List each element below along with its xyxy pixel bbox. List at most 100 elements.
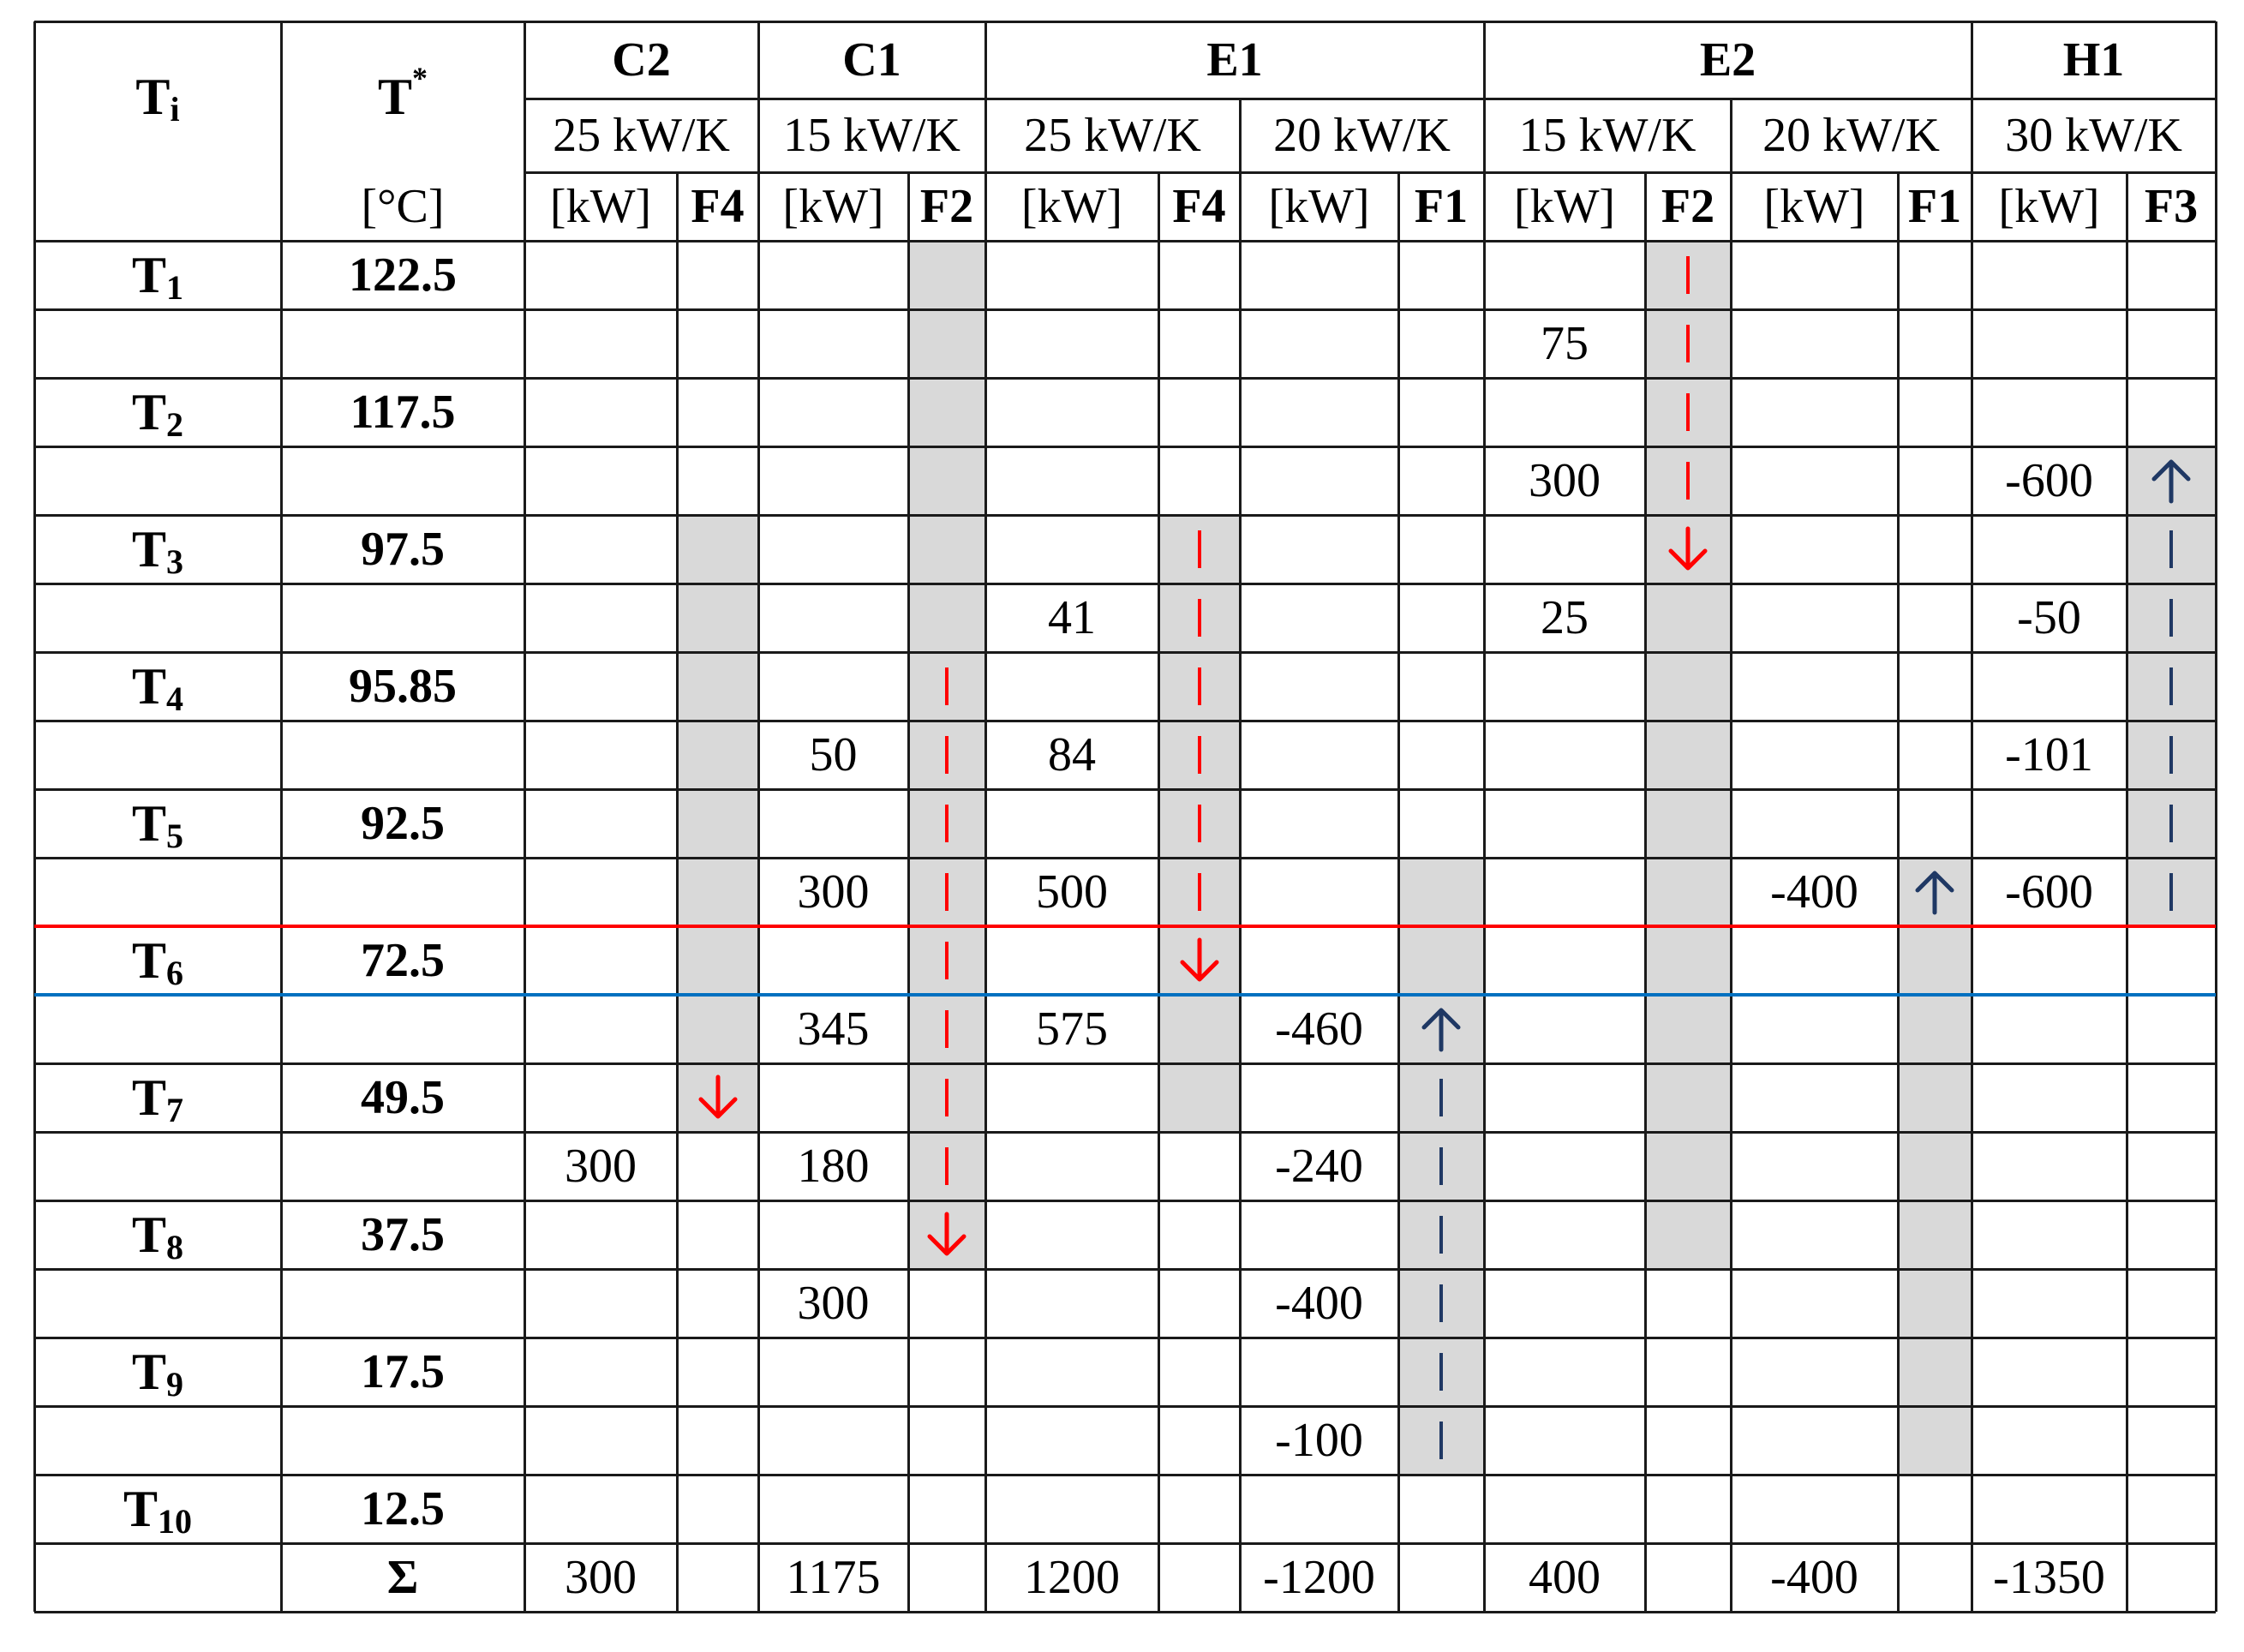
temp-value-t6: 72.5 [361,934,445,987]
flow-dash [945,873,948,911]
sum-value-col2: 1200 [1024,1551,1120,1604]
ti-subscript: i [170,89,180,129]
flow-dash [2169,599,2173,637]
sum-value-col4: 400 [1529,1551,1601,1604]
grid-line [524,171,2216,174]
flow-dash [2169,873,2173,911]
arrow-down-icon [1180,937,1218,982]
flow-label-f3-col6: F3 [2144,180,2199,233]
flow-label-f2-col4: F2 [1661,180,1715,233]
tstar-symbol: T [377,68,413,125]
grid-line [34,308,2216,311]
temp-unit-label: [°C] [361,180,445,233]
unit-label-col1: [kW] [782,180,884,233]
flow-dash [1439,1422,1443,1459]
flow-dash [1197,530,1201,568]
interval-value: 180 [797,1140,870,1193]
group-header-h1: H1 [2062,33,2125,87]
arrow-down-icon [698,1074,737,1119]
temp-symbol: T [131,657,167,715]
cp-label-e2-1: 20 kW/K [1762,109,1940,162]
tstar-superscript: * [412,61,428,95]
pinch-line-blue [34,993,2216,997]
grid-line [34,1200,2216,1202]
interval-value: -600 [2005,454,2093,507]
flow-label-f1-col3: F1 [1414,180,1469,233]
ti-symbol: T [135,68,171,125]
interval-value: -100 [1275,1414,1363,1467]
pinch-line-red [34,925,2216,928]
grid-line [34,788,2216,791]
temp-value-t8: 37.5 [361,1208,445,1261]
temp-symbol: T [131,520,167,578]
interval-value: 345 [797,1003,870,1056]
unit-label-col3: [kW] [1268,180,1370,233]
interval-value: -400 [1275,1277,1363,1330]
temp-subscript: 7 [166,1090,184,1129]
border-left [33,21,36,1612]
interval-value: -400 [1770,865,1858,919]
cp-label-e2-0: 15 kW/K [1518,109,1696,162]
unit-label-col5: [kW] [1763,180,1865,233]
interval-value: 25 [1541,591,1589,644]
flow-dash [1197,873,1201,911]
flow-dash [945,942,948,979]
flow-dash [1439,1216,1443,1254]
group-header-c2: C2 [612,33,671,87]
sum-value-col0: 300 [565,1551,637,1604]
flow-dash [945,1079,948,1116]
interval-value: 500 [1036,865,1108,919]
unit-label-col6: [kW] [1998,180,2100,233]
grid-line [34,1542,2216,1545]
group-header-e1: E1 [1206,33,1263,87]
temp-subscript: 8 [166,1227,184,1266]
flow-dash [945,736,948,774]
unit-label-col0: [kW] [549,180,652,233]
unit-label-col2: [kW] [1020,180,1123,233]
temp-subscript: 1 [166,267,184,307]
flow-label-f1-col5: F1 [1907,180,1962,233]
sum-value-col1: 1175 [786,1551,881,1604]
flow-dash [1197,805,1201,842]
temp-value-t3: 97.5 [361,523,445,576]
temp-symbol: T [131,246,167,303]
grid-line [1730,99,1732,1612]
grid-line [34,1474,2216,1476]
temp-symbol: T [131,794,167,852]
grid-line [1397,172,1400,1612]
flow-shade-f4-col0 [679,517,757,1131]
interval-value: -240 [1275,1140,1363,1193]
grid-line [34,1337,2216,1339]
border-top [34,21,2216,23]
grid-line [34,1268,2216,1271]
sum-symbol: Σ [386,1551,419,1604]
grid-line [2126,172,2128,1612]
cp-label-e1-1: 20 kW/K [1273,109,1451,162]
flow-dash [1197,736,1201,774]
grid-line [1239,99,1242,1612]
interval-value: 300 [565,1140,637,1193]
flow-shade-f1-col5 [1900,859,1971,1474]
grid-line [34,446,2216,448]
grid-line [34,514,2216,517]
flow-dash [1439,1147,1443,1185]
interval-value: -101 [2005,728,2093,781]
grid-line [524,98,2216,100]
temp-name-t10: T 10 [34,1475,281,1543]
flow-dash [1686,325,1690,362]
grid-line [1483,21,1486,1612]
flow-dash [1686,256,1690,294]
flow-dash [1686,462,1690,500]
flow-dash [1439,1079,1443,1116]
group-header-e2: E2 [1699,33,1756,87]
group-header-c1: C1 [842,33,901,87]
interval-value: 84 [1048,728,1096,781]
temp-value-t9: 17.5 [361,1345,445,1398]
